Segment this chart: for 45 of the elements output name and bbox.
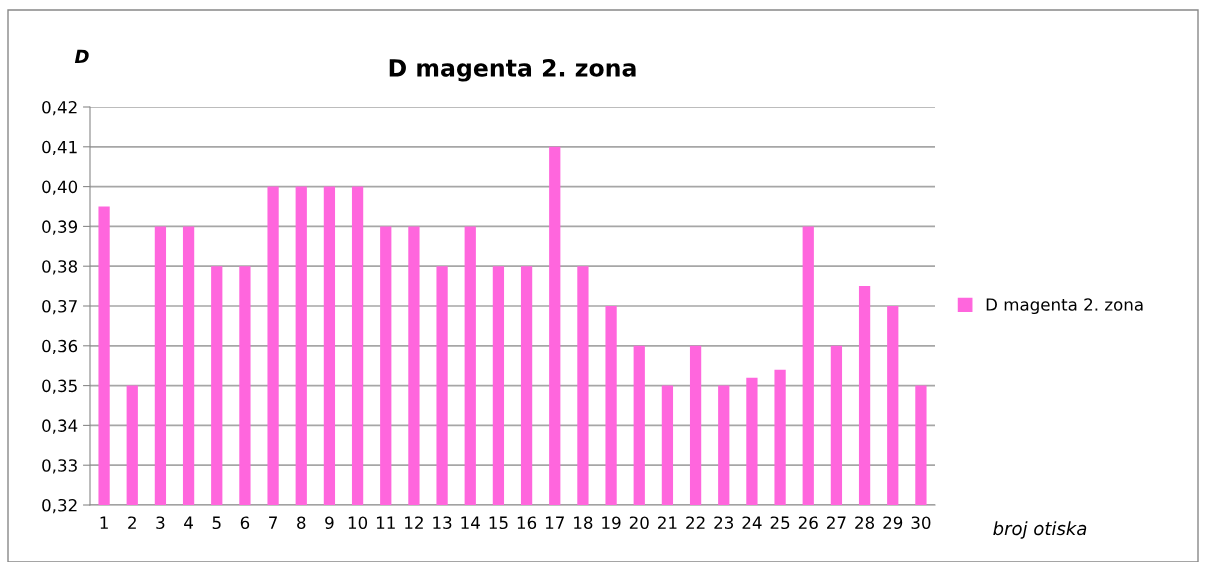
x-tick-label: 23 <box>714 516 734 530</box>
x-tick-label: 1 <box>100 516 108 529</box>
x-tick-label: 26 <box>798 516 818 530</box>
y-tick-label: 0,36 <box>42 339 78 355</box>
x-tick-label: 15 <box>489 516 508 530</box>
y-tick-label: 0,33 <box>42 459 77 474</box>
x-tick-label: 21 <box>658 516 677 529</box>
y-tick-label: 0,37 <box>42 299 77 315</box>
x-tick-label: 25 <box>770 516 790 530</box>
x-tick-label: 10 <box>348 516 368 530</box>
x-tick-label: 20 <box>629 516 649 530</box>
x-tick-label: 16 <box>517 516 537 530</box>
y-axis-title: D <box>74 49 89 63</box>
x-axis-title: broj otiska <box>993 521 1087 539</box>
x-tick-label: 22 <box>686 516 705 529</box>
x-tick-label: 3 <box>156 516 165 530</box>
y-tick-label: 0,34 <box>42 419 78 434</box>
x-tick-label: 9 <box>325 516 334 530</box>
x-tick-label: 7 <box>269 516 277 529</box>
y-tick-label: 0,35 <box>42 379 77 394</box>
x-tick-label: 2 <box>128 516 136 529</box>
x-tick-label: 18 <box>574 516 593 530</box>
x-tick-label: 17 <box>545 516 564 529</box>
x-tick-label: 11 <box>376 516 395 529</box>
x-tick-label: 28 <box>855 516 875 530</box>
y-tick-label: 0,39 <box>42 220 78 235</box>
x-tick-label: 5 <box>212 516 221 530</box>
y-tick-label: 0,42 <box>42 100 77 116</box>
x-tick-label: 13 <box>433 516 452 530</box>
x-tick-label: 30 <box>911 516 931 530</box>
x-tick-label: 6 <box>240 516 250 530</box>
x-tick-label: 19 <box>602 516 621 530</box>
x-tick-label: 24 <box>742 516 762 529</box>
x-tick-label: 29 <box>883 516 903 530</box>
y-tick-label: 0,40 <box>42 180 78 195</box>
y-tick-label: 0,41 <box>42 140 77 156</box>
x-tick-label: 4 <box>184 516 193 529</box>
chart-title: D magenta 2. zona <box>389 58 636 82</box>
x-tick-label: 12 <box>405 516 423 529</box>
y-tick-label: 0,32 <box>42 498 77 514</box>
y-tick-label: 0,38 <box>42 260 78 275</box>
x-tick-label: 27 <box>827 516 846 529</box>
x-tick-label: 14 <box>461 516 480 529</box>
legend-label: D magenta 2. zona <box>986 298 1143 315</box>
x-tick-label: 8 <box>297 516 306 530</box>
